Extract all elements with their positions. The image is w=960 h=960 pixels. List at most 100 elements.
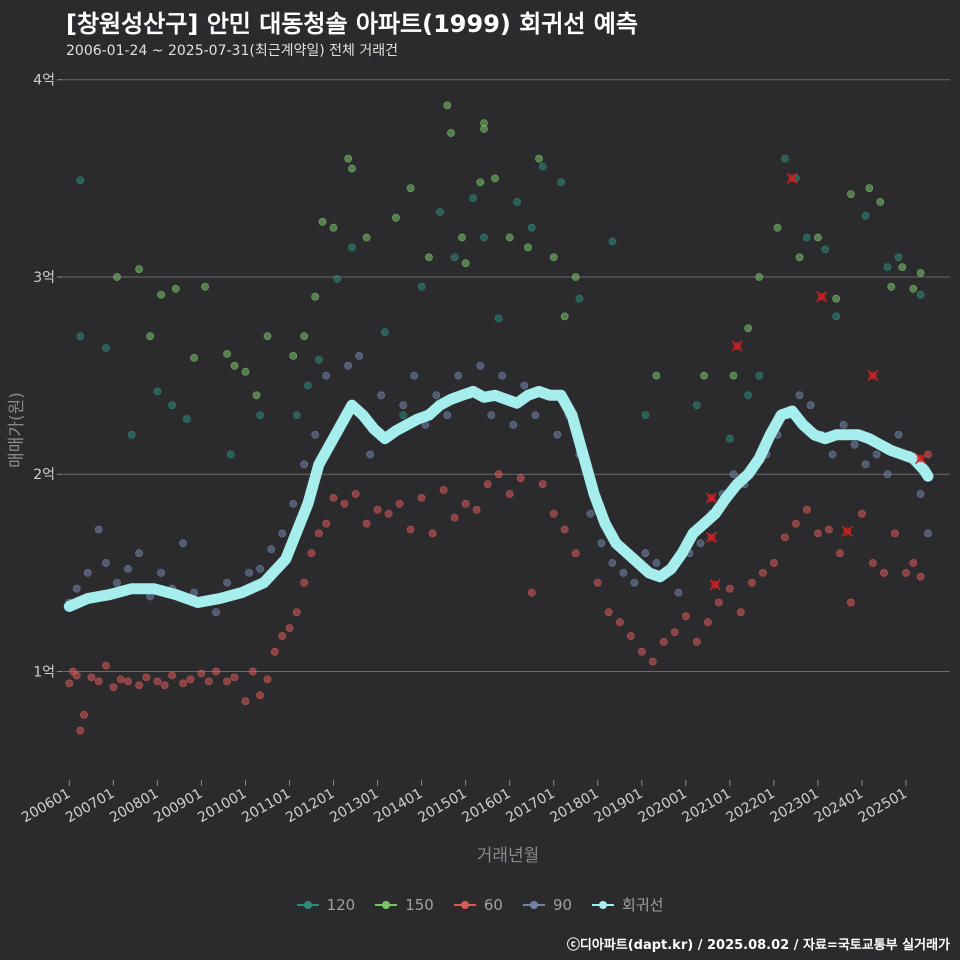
point-120-8 xyxy=(256,411,264,419)
point-60-6 xyxy=(94,677,103,686)
point-60-26 xyxy=(263,675,272,684)
point-60-42 xyxy=(406,525,415,534)
point-120-24 xyxy=(538,162,547,171)
point-60-43 xyxy=(417,493,426,502)
point-150-13 xyxy=(300,332,309,341)
point-90-4 xyxy=(102,559,110,567)
point-60-24 xyxy=(248,667,257,676)
x-tick-label-200601: 200601 xyxy=(19,786,73,827)
point-120-15 xyxy=(399,411,408,419)
point-90-6 xyxy=(124,565,132,573)
point-120-18 xyxy=(450,253,459,262)
point-150-2 xyxy=(146,332,154,341)
point-150-40 xyxy=(744,324,753,333)
point-60-79 xyxy=(825,525,833,534)
point-60-16 xyxy=(179,679,187,688)
x-tick-label-202501: 202501 xyxy=(856,786,910,827)
point-90-61 xyxy=(729,470,738,479)
point-120-32 xyxy=(755,371,764,380)
x-tick-label-202201: 202201 xyxy=(724,786,778,827)
point-120-27 xyxy=(608,237,617,246)
point-90-15 xyxy=(223,578,231,587)
point-120-10 xyxy=(303,381,312,390)
x-tick-label-201101: 201101 xyxy=(239,786,293,827)
point-90-19 xyxy=(267,545,276,554)
point-60-23 xyxy=(241,697,250,705)
point-90-26 xyxy=(344,361,353,370)
legend-label-2: 60 xyxy=(483,895,503,914)
point-150-34 xyxy=(549,253,558,262)
point-90-7 xyxy=(135,549,143,558)
point-150-12 xyxy=(289,351,298,360)
point-150-48 xyxy=(876,198,885,206)
x-tick-label-201201: 201201 xyxy=(283,786,337,827)
point-150-7 xyxy=(223,349,231,358)
point-60-28 xyxy=(278,632,287,640)
series-120 xyxy=(76,154,925,459)
grid-lines xyxy=(62,79,950,673)
regression-line-group xyxy=(63,385,934,612)
point-60-45 xyxy=(439,486,448,494)
highlight-marker-2 xyxy=(867,370,879,382)
point-90-35 xyxy=(443,411,452,419)
point-60-13 xyxy=(153,677,162,686)
regression-line xyxy=(63,385,934,612)
point-60-15 xyxy=(168,671,176,680)
highlight-marker-4 xyxy=(705,492,718,504)
point-150-26 xyxy=(461,259,470,268)
x-tick-label-202401: 202401 xyxy=(812,786,866,827)
point-120-6 xyxy=(182,415,191,423)
point-90-36 xyxy=(454,371,463,380)
point-60-62 xyxy=(637,647,646,656)
point-60-63 xyxy=(648,657,657,666)
point-120-25 xyxy=(557,178,565,187)
y-tick-label-3: 3억 xyxy=(33,270,55,286)
x-tick-label-202301: 202301 xyxy=(768,786,822,827)
point-120-36 xyxy=(821,245,830,254)
point-60-76 xyxy=(792,519,800,528)
point-90-49 xyxy=(597,539,606,548)
x-tick-label-202001: 202001 xyxy=(636,786,690,827)
point-90-23 xyxy=(311,430,320,439)
point-150-33 xyxy=(535,154,543,163)
point-90-5 xyxy=(113,578,121,587)
point-60-35 xyxy=(329,493,338,502)
point-120-23 xyxy=(527,223,536,232)
legend-item-4: 회귀선 xyxy=(592,894,663,915)
point-60-25 xyxy=(256,691,264,700)
point-60-8 xyxy=(109,683,118,692)
point-150-44 xyxy=(814,233,822,242)
point-150-35 xyxy=(560,312,569,321)
legend-label-4: 회귀선 xyxy=(622,896,664,914)
x-axis: 2006012007012008012009012010012011012012… xyxy=(19,780,910,826)
point-120-33 xyxy=(781,154,789,163)
point-120-13 xyxy=(347,243,356,252)
point-60-74 xyxy=(770,559,778,567)
chart-subtitle: 2006-01-24 ~ 2025-07-31(최근계약일) 전체 거래건 xyxy=(66,43,398,59)
point-60-17 xyxy=(186,675,195,684)
point-150-4 xyxy=(171,284,180,293)
legend-key-0 xyxy=(296,900,319,910)
x-tick-label-201601: 201601 xyxy=(459,786,513,827)
point-90-42 xyxy=(520,381,529,390)
point-150-32 xyxy=(524,243,532,252)
point-150-10 xyxy=(252,391,261,400)
point-150-18 xyxy=(347,164,356,173)
point-90-52 xyxy=(630,578,639,587)
point-90-14 xyxy=(212,608,220,617)
point-90-3 xyxy=(94,525,103,534)
legend-label-3: 90 xyxy=(552,895,573,914)
point-150-29 xyxy=(480,125,488,133)
point-60-77 xyxy=(803,505,811,514)
point-60-38 xyxy=(362,519,371,528)
point-60-44 xyxy=(428,529,437,538)
point-60-20 xyxy=(212,667,220,676)
highlight-cross-0 xyxy=(786,172,798,184)
highlight-marker-7 xyxy=(841,525,853,538)
point-60-12 xyxy=(142,673,151,682)
point-120-0 xyxy=(76,176,85,185)
highlight-marker-5 xyxy=(705,531,718,543)
point-60-87 xyxy=(909,559,918,567)
y-axis-label: 매매가(원) xyxy=(7,392,27,468)
point-150-23 xyxy=(443,101,452,110)
